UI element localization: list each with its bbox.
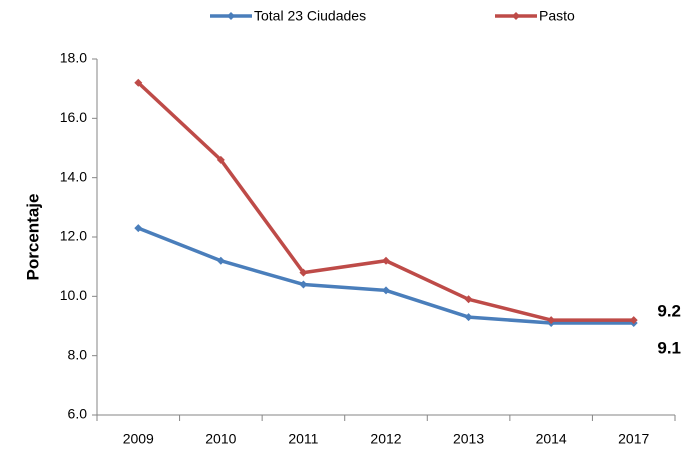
marker — [134, 78, 143, 87]
marker — [629, 316, 638, 325]
x-tick-label: 2009 — [123, 431, 154, 447]
marker — [134, 224, 143, 233]
marker — [512, 12, 520, 20]
x-tick-label: 2017 — [618, 431, 649, 447]
y-tick-label: 6.0 — [68, 406, 88, 422]
marker — [299, 280, 308, 289]
legend-label: Pasto — [539, 8, 575, 24]
y-tick-label: 10.0 — [60, 287, 87, 303]
y-tick-label: 12.0 — [60, 228, 87, 244]
x-tick-label: 2013 — [453, 431, 484, 447]
series-line — [137, 226, 634, 325]
x-tick-label: 2012 — [370, 431, 401, 447]
x-tick-label: 2014 — [536, 431, 567, 447]
legend-label: Total 23 Ciudades — [254, 8, 366, 24]
y-tick-label: 16.0 — [60, 109, 87, 125]
x-tick-label: 2010 — [205, 431, 236, 447]
marker — [547, 316, 556, 325]
y-axis-label: Porcentaje — [23, 194, 42, 281]
y-tick-label: 18.0 — [60, 50, 87, 66]
marker — [382, 256, 390, 265]
marker — [216, 155, 225, 164]
x-tick-label: 2011 — [288, 431, 318, 447]
series-line — [137, 81, 634, 322]
data-label: 9.2 — [657, 302, 681, 321]
y-tick-label: 14.0 — [60, 168, 87, 184]
data-label: 9.1 — [657, 339, 681, 358]
marker — [299, 268, 308, 277]
marker — [464, 295, 473, 304]
marker — [227, 12, 235, 20]
marker — [382, 286, 390, 295]
y-tick-label: 8.0 — [68, 346, 88, 362]
marker — [216, 256, 225, 265]
marker — [464, 313, 473, 322]
